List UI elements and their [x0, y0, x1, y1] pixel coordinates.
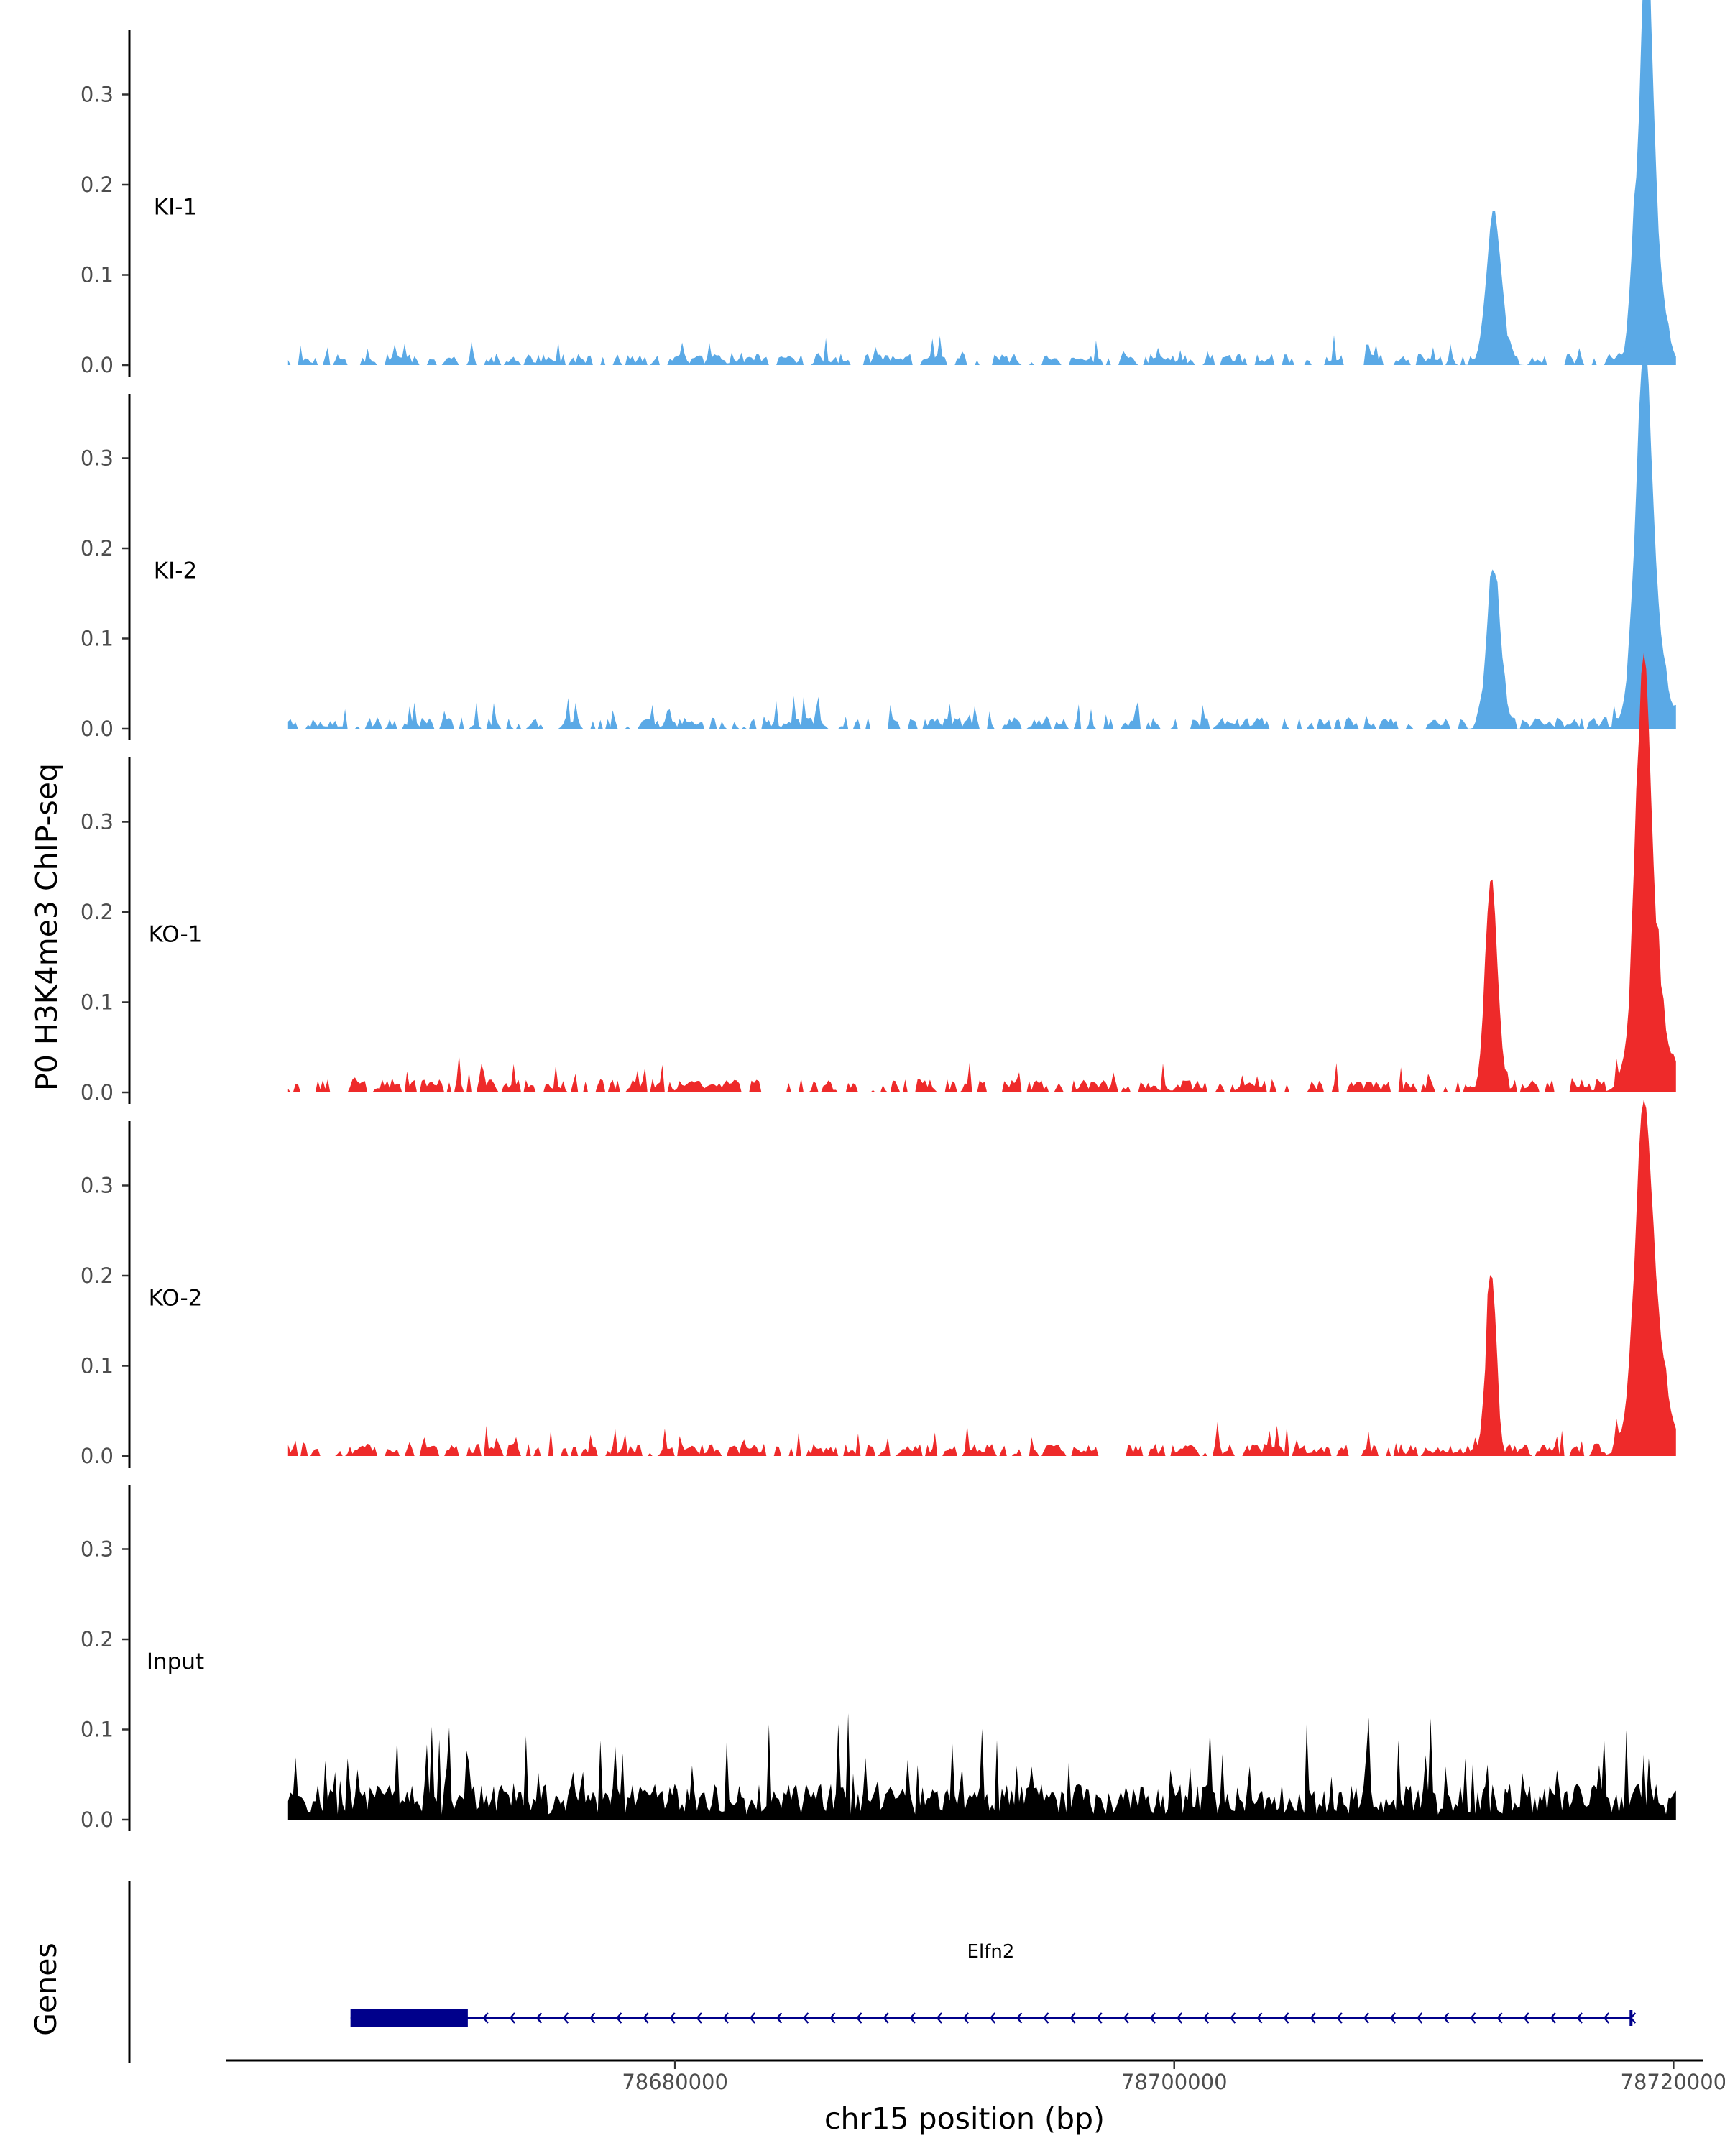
strand-arrow — [1603, 2012, 1609, 2024]
strand-arrow — [749, 2012, 755, 2024]
strand-arrow — [1389, 2012, 1396, 2024]
track-ko-1: 0.0 0.1 0.2 0.3 KO-1 — [80, 653, 1676, 1105]
track-label: KI-2 — [154, 558, 197, 584]
strand-arrow — [589, 2012, 596, 2024]
strand-arrow — [696, 2012, 702, 2024]
strand-arrow — [1416, 2012, 1423, 2024]
y-tick-label: 0.0 — [80, 1807, 114, 1832]
strand-arrow — [1256, 2012, 1263, 2024]
y-axis-title: P0 H3K4me3 ChIP-seq — [29, 763, 64, 1091]
strand-arrow — [1283, 2012, 1289, 2024]
genes-panel: Genes Elfn2 — [29, 1881, 1637, 2063]
y-tick-label: 0.1 — [80, 1718, 114, 1742]
signal-area — [288, 653, 1676, 1092]
gene-name-label: Elfn2 — [967, 1941, 1015, 1963]
strand-arrow — [1496, 2012, 1503, 2024]
track-ki-2: 0.0 0.1 0.2 0.3 KI-2 — [80, 340, 1676, 741]
strand-arrow — [1070, 2012, 1076, 2024]
tracks-layer: 0.00.10.20.3KI-10.00.10.20.3KI-20.00.10.… — [80, 0, 1676, 1832]
strand-arrow — [962, 2012, 969, 2024]
track-label: KO-2 — [149, 1285, 203, 1311]
x-ticks-layer: 78680000 78700000 78720000 — [622, 2060, 1725, 2094]
strand-arrow — [482, 2012, 489, 2024]
strand-arrow — [883, 2012, 889, 2024]
y-tick-label: 0.2 — [80, 1263, 114, 1288]
strand-arrow — [856, 2012, 862, 2024]
gene-exon-block — [350, 2009, 468, 2027]
x-axis-title: chr15 position (bp) — [824, 2101, 1105, 2136]
strand-arrow — [643, 2012, 649, 2024]
strand-arrow — [776, 2012, 783, 2024]
x-tick-label: 78700000 — [1121, 2070, 1228, 2094]
track-label: Input — [147, 1649, 204, 1674]
strand-arrow — [936, 2012, 942, 2024]
y-tick-label: 0.1 — [80, 263, 114, 287]
strand-arrow — [535, 2012, 542, 2024]
strand-arrow — [1310, 2012, 1316, 2024]
strand-arrow — [669, 2012, 676, 2024]
strand-arrow — [829, 2012, 836, 2024]
y-tick-label: 0.0 — [80, 353, 114, 377]
y-tick-label: 0.3 — [80, 810, 114, 834]
y-tick-label: 0.3 — [80, 1174, 114, 1198]
strand-arrow — [1202, 2012, 1210, 2024]
y-tick-label: 0.1 — [80, 627, 114, 651]
x-tick-label: 78680000 — [622, 2070, 728, 2094]
strand-arrow — [1336, 2012, 1343, 2024]
y-tick-label: 0.2 — [80, 536, 114, 561]
y-tick-label: 0.2 — [80, 900, 114, 924]
strand-arrow — [1443, 2012, 1450, 2024]
strand-arrow — [1096, 2012, 1103, 2024]
strand-arrow — [1043, 2012, 1049, 2024]
y-tick-label: 0.0 — [80, 717, 114, 741]
y-tick-label: 0.1 — [80, 990, 114, 1015]
strand-arrow — [509, 2012, 515, 2024]
signal-area — [288, 340, 1676, 729]
strand-arrow — [1176, 2012, 1182, 2024]
track-label: KO-1 — [149, 921, 203, 947]
signal-area — [288, 1100, 1676, 1456]
y-tick-label: 0.0 — [80, 1080, 114, 1105]
strand-arrow — [1123, 2012, 1129, 2024]
strand-arrow — [616, 2012, 622, 2024]
strand-arrow — [989, 2012, 996, 2024]
track-input: 0.0 0.1 0.2 0.3 Input — [80, 1485, 1676, 1832]
y-tick-label: 0.2 — [80, 1627, 114, 1651]
signal-area — [288, 0, 1676, 365]
y-tick-label: 0.3 — [80, 446, 114, 471]
strand-arrow — [1550, 2012, 1556, 2024]
genes-axis-title: Genes — [29, 1943, 63, 2036]
strand-arrow — [1470, 2012, 1476, 2024]
strand-arrow — [1149, 2012, 1156, 2024]
strand-arrow — [722, 2012, 729, 2024]
strand-arrow — [909, 2012, 916, 2024]
y-tick-label: 0.2 — [80, 172, 114, 197]
strand-arrow — [1363, 2012, 1369, 2024]
strand-arrow — [1229, 2012, 1236, 2024]
strand-arrow — [1016, 2012, 1023, 2024]
strand-arrow — [1629, 2012, 1637, 2024]
strand-arrow — [1576, 2012, 1583, 2024]
strand-arrow — [562, 2012, 569, 2024]
track-label: KI-1 — [154, 194, 197, 220]
y-tick-label: 0.0 — [80, 1444, 114, 1468]
y-tick-label: 0.3 — [80, 1537, 114, 1562]
signal-area — [288, 1713, 1676, 1820]
strand-arrow — [1523, 2012, 1530, 2024]
track-ko-2: 0.0 0.1 0.2 0.3 KO-2 — [80, 1100, 1676, 1468]
strand-arrow — [802, 2012, 809, 2024]
track-ki-1: 0.0 0.1 0.2 0.3 KI-1 — [80, 0, 1676, 377]
y-tick-label: 0.1 — [80, 1354, 114, 1378]
y-tick-label: 0.3 — [80, 83, 114, 107]
gene-layer: Elfn2 — [350, 1941, 1637, 2027]
x-axis: 78680000 78700000 78720000 chr15 position … — [226, 2059, 1725, 2136]
x-tick-label: 78720000 — [1621, 2070, 1725, 2094]
